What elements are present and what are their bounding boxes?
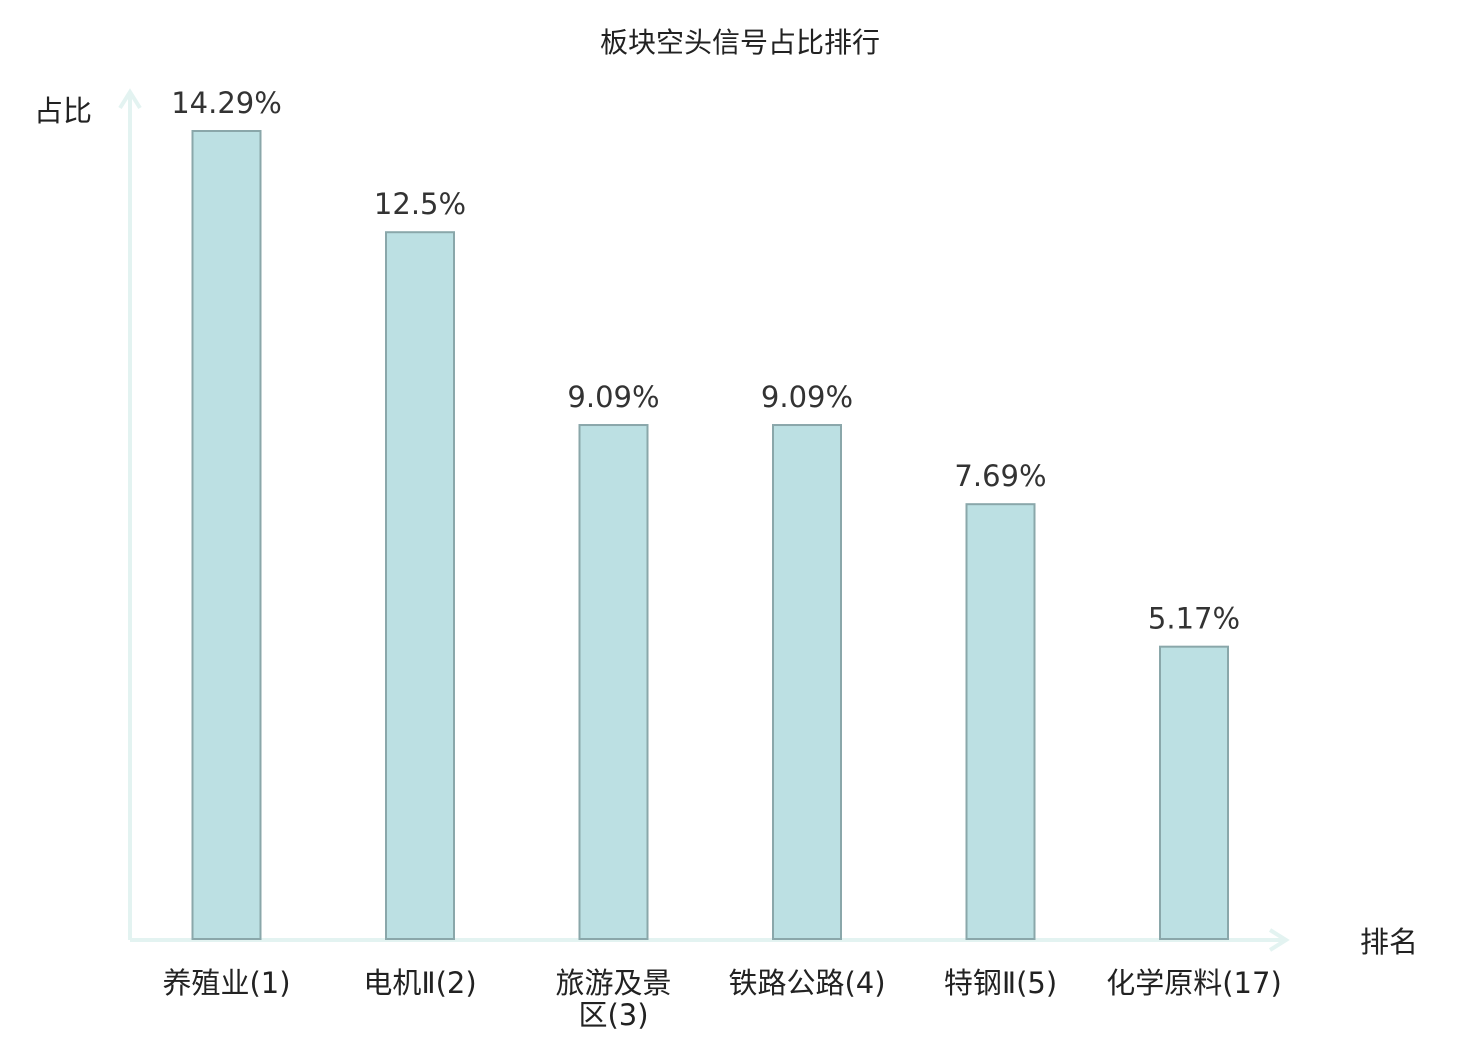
x-axis [130, 928, 1290, 952]
chart-title: 板块空头信号占比排行 [600, 26, 880, 59]
x-axis-label: 排名 [1360, 925, 1418, 959]
y-axis-arrow-icon [118, 88, 142, 110]
category-label: 铁路公路(4) [728, 966, 885, 1000]
category-label: 区(3) [578, 998, 648, 1032]
category-label: 电机Ⅱ(2) [363, 966, 476, 1000]
bar [965, 503, 1036, 940]
bar-value-label: 9.09% [567, 380, 659, 414]
bar [385, 231, 455, 940]
category-label: 旅游及景 [555, 966, 671, 1000]
value-labels-group: 14.29% 12.5% 9.09% 9.09% 7.69% 5.17% [171, 86, 1240, 636]
bar [578, 424, 649, 940]
bar [191, 130, 262, 940]
bars-group [191, 130, 1229, 940]
bar [1159, 645, 1229, 940]
category-label: 特钢Ⅱ(5) [944, 966, 1057, 1000]
bar-value-label: 5.17% [1148, 602, 1240, 636]
category-label: 养殖业(1) [162, 966, 290, 1000]
bar-value-label: 9.09% [761, 380, 853, 414]
x-axis-arrow-icon [1268, 928, 1290, 952]
bar-value-label: 7.69% [954, 459, 1046, 493]
y-axis [118, 88, 142, 940]
bar [772, 424, 842, 940]
category-label: 化学原料(17) [1106, 966, 1282, 1000]
bar-value-label: 14.29% [171, 86, 282, 120]
bar-value-label: 12.5% [374, 187, 466, 221]
y-axis-label: 占比 [34, 94, 92, 128]
